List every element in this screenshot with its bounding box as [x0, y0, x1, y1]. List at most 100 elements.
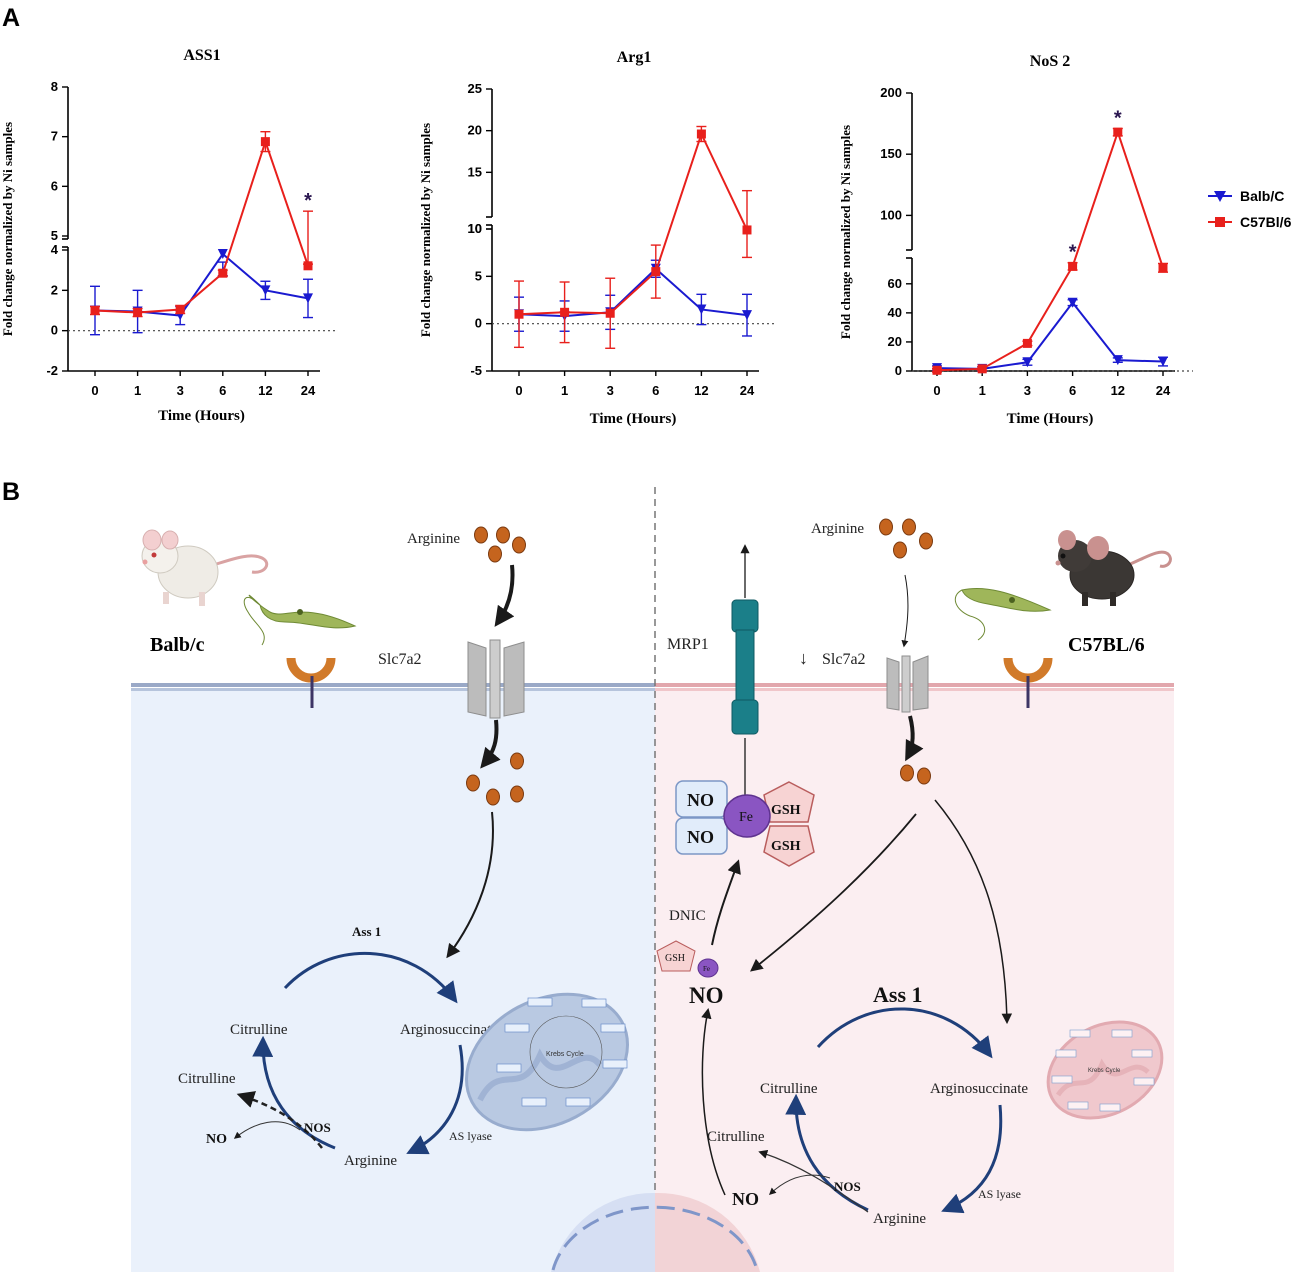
legend-entry-c57: C57Bl/6: [1208, 214, 1292, 230]
left-cycle-right-arrow: [406, 1044, 464, 1155]
data-point-balbc: [696, 304, 707, 315]
y-tick-label: 20: [468, 123, 482, 138]
left-enzyme-label: Ass 1: [352, 924, 381, 939]
series-line-balbc: [94, 252, 309, 317]
left-cycle-left-arrow: [252, 1035, 336, 1150]
right-citrulline-label: Citrulline: [760, 1081, 818, 1097]
legend: Balb/C C57Bl/6: [1208, 188, 1292, 230]
data-point-c57: [133, 308, 143, 318]
dnic-label: DNIC: [669, 908, 706, 924]
no-to-dnic-arrow: [711, 859, 741, 946]
x-tick-label: 3: [177, 383, 184, 398]
y-tick-label: 10: [468, 221, 482, 236]
right-arginine-molecules: [879, 518, 933, 559]
right-citrulline-out-arrow: [758, 1149, 869, 1213]
chart-title: ASS1: [183, 47, 220, 64]
significance-star: *: [1114, 107, 1122, 129]
x-tick-label: 0: [91, 383, 98, 398]
x-tick-label: 24: [1156, 383, 1171, 398]
data-point-c57: [977, 364, 987, 374]
right-nos-label: NOS: [834, 1179, 861, 1194]
right-intracellular-arginine: [900, 764, 931, 785]
x-tick-label: 12: [1111, 383, 1125, 398]
data-point-balbc: [303, 293, 313, 304]
dnic-complex: [675, 780, 815, 867]
data-point-c57: [175, 304, 185, 314]
y-tick-label: 4: [51, 242, 59, 257]
data-point-balbc: [217, 249, 228, 260]
data-point-c57: [1022, 338, 1032, 348]
data-point-c57: [1113, 127, 1123, 137]
data-point-balbc: [260, 285, 271, 296]
y-tick-label: 5: [475, 268, 482, 283]
legend-c57-marker: [1215, 217, 1225, 227]
y-tick-label: 200: [880, 85, 902, 100]
x-tick-label: 1: [561, 383, 568, 398]
right-parasite-icon: [954, 587, 1052, 641]
right-cycle-right-arrow: [941, 1104, 1003, 1214]
y-tick-label: 0: [475, 316, 482, 331]
x-axis-label: Time (Hours): [590, 411, 677, 427]
c57-mouse-icon: [1055, 530, 1172, 606]
data-point-c57: [303, 261, 313, 271]
left-transport-arrow: [480, 719, 501, 769]
series-line-c57: [936, 129, 1164, 372]
dnic-no-box-1: [675, 780, 728, 818]
x-tick-label: 3: [607, 383, 614, 398]
data-point-c57: [560, 307, 570, 317]
right-transporter-icon: [886, 655, 929, 713]
y-tick-label: 0: [51, 323, 58, 338]
left-arginine-cycle-label: Arginine: [344, 1153, 397, 1169]
c57-strain-label: C57BL/6: [1068, 634, 1145, 656]
left-cytoplasm: [131, 690, 655, 1272]
right-cycle-top-arrow: [816, 1007, 993, 1059]
right-argsucc-label: Arginosuccinate: [930, 1081, 1028, 1097]
right-no-out-arrow: [768, 1174, 831, 1195]
y-tick-label: 60: [888, 276, 902, 291]
data-point-c57: [696, 129, 706, 139]
x-tick-label: 12: [694, 383, 708, 398]
significance-star: *: [1069, 242, 1077, 264]
data-point-balbc: [1067, 297, 1078, 308]
chart-title: NoS 2: [1030, 53, 1070, 70]
data-point-balbc: [742, 310, 752, 321]
right-enzyme-label: Ass 1: [873, 982, 923, 1007]
small-gsh-label: GSH: [665, 953, 685, 964]
data-point-c57: [651, 267, 661, 277]
balbc-strain-label: Balb/c: [150, 634, 205, 656]
x-tick-label: 12: [258, 383, 272, 398]
y-tick-label: 10: [468, 221, 482, 236]
y-tick-label: 6: [51, 178, 58, 193]
right-no-out-label: NO: [732, 1189, 759, 1209]
x-tick-label: 1: [134, 383, 141, 398]
y-tick-label: 20: [888, 334, 902, 349]
dnic-no-label-1: NO: [687, 790, 714, 810]
left-arginine-molecules: [474, 526, 526, 563]
data-point-balbc: [1022, 357, 1033, 368]
data-point-c57: [742, 225, 752, 235]
cycle-to-no-arrow: [701, 1007, 726, 1196]
data-point-c57: [514, 309, 524, 319]
small-fe-label: Fe: [703, 965, 710, 973]
small-gsh-fe: [656, 940, 719, 978]
left-citrulline-out-label: Citrulline: [178, 1071, 236, 1087]
x-tick-label: 24: [740, 383, 755, 398]
left-parasite-icon: [243, 594, 357, 646]
x-tick-label: 0: [515, 383, 522, 398]
left-cycle-top-arrow: [283, 951, 458, 1004]
x-axis-label: Time (Hours): [1007, 411, 1094, 427]
right-receptor-icon: [1003, 657, 1053, 708]
data-point-c57: [218, 268, 228, 278]
left-krebs-label: Krebs Cycle: [546, 1051, 584, 1058]
y-tick-label: 2: [51, 282, 58, 297]
right-mitochondrion-icon: [1046, 1020, 1164, 1120]
left-transporter-label: Slc7a2: [378, 651, 422, 668]
data-point-c57: [90, 306, 100, 315]
y-tick-label: 100: [880, 207, 902, 222]
dnic-no-label-2: NO: [687, 827, 714, 847]
data-point-c57: [260, 137, 270, 147]
left-mitochondrion-icon: [465, 992, 629, 1132]
series-line-balbc: [518, 267, 748, 318]
